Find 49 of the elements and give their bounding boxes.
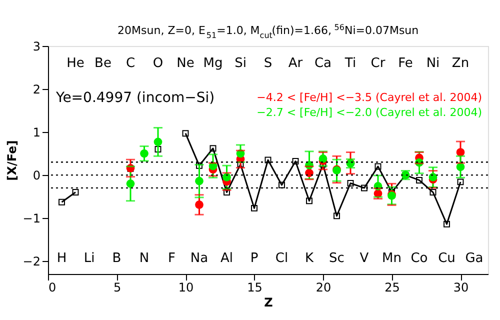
annotation: B <box>112 251 122 266</box>
annotation: Na <box>190 251 208 266</box>
x-tick-label: 15 <box>247 280 262 294</box>
annotation: H <box>56 251 67 266</box>
annotation: S <box>264 56 272 71</box>
annotation: Mn <box>382 251 402 266</box>
annotation: Zn <box>452 56 470 71</box>
y-tick-label: 1 <box>32 126 40 140</box>
annotation: Sc <box>329 251 344 266</box>
annotation: Ye=0.4997 (incom−Si) <box>55 90 215 106</box>
x-tick-label: 0 <box>48 280 56 294</box>
annotation: Ga <box>465 251 484 266</box>
annotation: P <box>250 251 258 266</box>
annotation: Al <box>220 251 234 266</box>
x-tick-label: 25 <box>384 280 400 294</box>
annotation: Be <box>94 56 112 71</box>
x-tick-label: 30 <box>453 280 469 294</box>
annotation: Cl <box>275 251 288 266</box>
y-tick-label: 3 <box>32 40 40 54</box>
annotation: Co <box>410 251 428 266</box>
x-axis-title: Z <box>264 296 274 310</box>
y-tick-label: −2 <box>22 254 40 269</box>
annotation: Cu <box>438 251 456 266</box>
annotation: Ti <box>344 56 356 71</box>
annotation: V <box>360 251 369 266</box>
text: −4.2 < [Fe/H] <−3.5 (Cayrel et al. 2004) <box>256 91 482 104</box>
annotation: Cr <box>370 56 386 71</box>
y-axis-title: [X/Fe] <box>4 140 19 181</box>
annotation: Mg <box>203 56 223 71</box>
annotation: He <box>66 56 84 71</box>
y-tick-label: −1 <box>22 212 40 226</box>
annotation: Si <box>234 56 246 71</box>
x-tick-label: 20 <box>316 280 332 294</box>
text: −2.7 < [Fe/H] <−2.0 (Cayrel et al. 2004) <box>256 106 482 119</box>
annotation: N <box>139 251 150 266</box>
annotation: O <box>152 56 164 71</box>
annotation: Ni <box>426 56 440 71</box>
y-tick-label: 0 <box>32 168 40 183</box>
annotation: Ar <box>288 56 304 71</box>
annotation: Ne <box>176 56 194 71</box>
annotation: F <box>168 251 176 266</box>
annotation: Fe <box>398 56 413 71</box>
y-tick-label: 2 <box>32 82 40 97</box>
x-tick-label: 10 <box>178 280 194 294</box>
annotation: Li <box>84 251 95 266</box>
annotation: C <box>126 56 136 71</box>
annotation: K <box>304 251 314 266</box>
annotation: Ca <box>314 56 332 71</box>
x-tick-label: 5 <box>113 280 122 294</box>
